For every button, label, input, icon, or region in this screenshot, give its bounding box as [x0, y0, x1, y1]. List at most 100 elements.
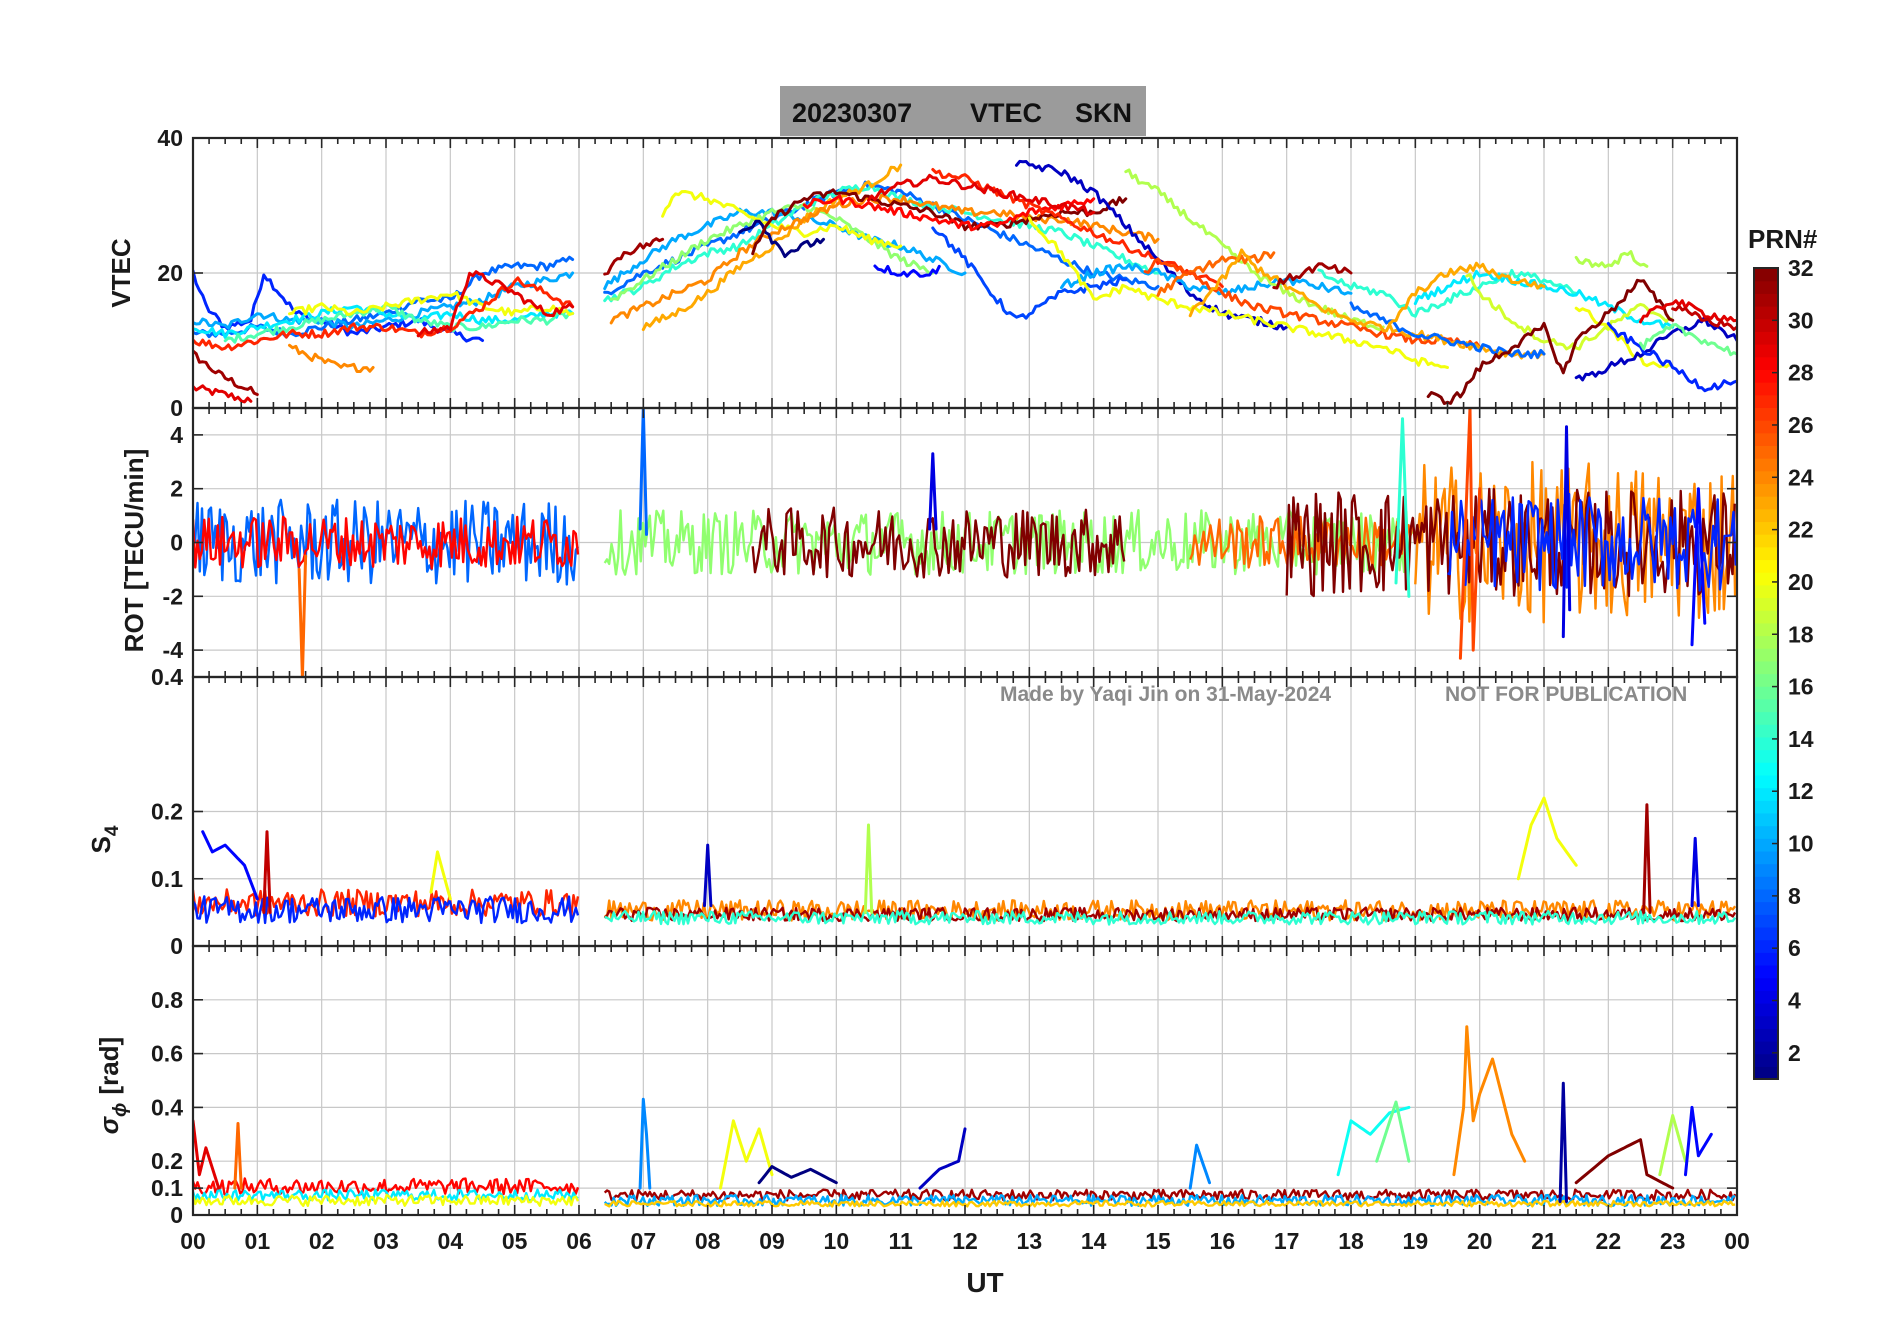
- ylabel-s4: S4: [86, 825, 123, 853]
- series-line: [1394, 417, 1411, 598]
- series-line: [201, 830, 259, 901]
- series-line: [603, 182, 1160, 303]
- panel-sigma_phi-data: [193, 1025, 1737, 1208]
- ytick-label: 0.2: [151, 799, 183, 825]
- title-quantity: VTEC: [970, 98, 1042, 128]
- series-line: [233, 1122, 243, 1190]
- series-line: [1452, 1025, 1527, 1177]
- series-line: [661, 190, 903, 250]
- ytick-label: 0: [170, 933, 183, 959]
- series-line: [1561, 425, 1572, 639]
- noise-trace: [193, 1193, 580, 1208]
- series-line: [641, 163, 903, 332]
- series-line: [603, 237, 665, 276]
- series-line: [1143, 257, 1482, 349]
- xtick-label: 19: [1403, 1228, 1429, 1254]
- series-line: [703, 843, 713, 908]
- noise-trace: [193, 1188, 579, 1202]
- noise-trace: [751, 506, 1126, 579]
- series-line: [1574, 315, 1737, 382]
- series-line: [609, 202, 935, 301]
- xtick-label: 02: [309, 1228, 335, 1254]
- series-line: [1658, 1114, 1687, 1177]
- series-line: [867, 173, 1096, 216]
- xtick-label: 11: [889, 1228, 914, 1254]
- watermark-notice: NOT FOR PUBLICATION: [1445, 683, 1687, 706]
- ytick-label: 0: [170, 530, 183, 556]
- series-line: [1606, 322, 1737, 393]
- series-line: [719, 1119, 774, 1190]
- colorbar-tick-label: 20: [1788, 569, 1814, 595]
- series-line: [1574, 1138, 1675, 1190]
- title-station: SKN: [1075, 98, 1132, 128]
- xtick-label: 21: [1531, 1228, 1557, 1254]
- colorbar-tick-label: 2: [1788, 1040, 1801, 1066]
- ytick-label: 0.4: [151, 664, 183, 690]
- series-line: [863, 823, 874, 914]
- colorbar-tick-label: 6: [1788, 935, 1801, 961]
- series-line: [1574, 306, 1675, 369]
- series-line: [802, 194, 1096, 232]
- series-line: [931, 226, 1128, 320]
- noise-trace: [603, 899, 1737, 922]
- ytick-label: 0.1: [151, 1175, 183, 1201]
- noise-trace: [603, 509, 1414, 576]
- chart-title: 20230307 VTEC SKN: [780, 86, 1146, 136]
- ytick-label: -4: [163, 637, 184, 663]
- ytick-label: 40: [157, 125, 183, 151]
- ytick-label: 4: [170, 422, 183, 448]
- series-line: [603, 207, 967, 291]
- series-line: [1558, 1081, 1568, 1203]
- xtick-label: 10: [824, 1228, 850, 1254]
- ytick-label: 0.1: [151, 866, 183, 892]
- title-date: 20230307: [792, 98, 912, 128]
- ylabel-rot: ROT [TECU/min]: [119, 449, 149, 653]
- xtick-label: 15: [1145, 1228, 1171, 1254]
- series-line: [1272, 262, 1353, 290]
- xtick-label: 00: [180, 1228, 206, 1254]
- series-line: [193, 384, 253, 404]
- panel-vtec-data: [193, 159, 1737, 405]
- series-line: [638, 1097, 652, 1190]
- series-line: [738, 219, 825, 259]
- watermark-made-by: Made by Yaqi Jin on 31-May-2024: [1000, 683, 1331, 706]
- series-line: [429, 850, 452, 901]
- series-line: [288, 343, 375, 373]
- series-line: [1188, 248, 1546, 360]
- series-line: [1375, 1100, 1411, 1163]
- series-line: [1642, 803, 1652, 914]
- ytick-label: 0.6: [151, 1041, 183, 1067]
- colorbar-tick-label: 22: [1788, 517, 1814, 543]
- noise-trace: [193, 895, 580, 925]
- ytick-label: -2: [163, 583, 183, 609]
- noise-trace: [193, 1177, 580, 1196]
- xtick-label: 23: [1660, 1228, 1686, 1254]
- noise-trace: [604, 909, 1737, 926]
- series-line: [193, 349, 259, 396]
- panel-rot-data: [193, 408, 1737, 677]
- ytick-label: 0: [170, 395, 183, 421]
- colorbar-tick-label: 30: [1788, 307, 1814, 333]
- ytick-label: 2: [170, 476, 183, 502]
- colorbar-tick-label: 14: [1788, 726, 1814, 752]
- xtick-label: 17: [1274, 1228, 1300, 1254]
- ytick-label: 0.8: [151, 987, 183, 1013]
- series-line: [1458, 408, 1482, 660]
- series-line: [1027, 216, 1449, 369]
- ytick-label: 20: [157, 260, 183, 286]
- series-line: [223, 302, 575, 344]
- series-line: [1690, 836, 1700, 908]
- series-line: [757, 1165, 838, 1185]
- xtick-label: 12: [952, 1228, 978, 1254]
- series-line: [1349, 301, 1546, 360]
- xtick-label: 16: [1210, 1228, 1236, 1254]
- series-line: [262, 830, 272, 914]
- ytick-label: 0.4: [151, 1094, 183, 1120]
- colorbar-tick-label: 8: [1788, 883, 1801, 909]
- noise-trace: [193, 515, 580, 571]
- xtick-label: 18: [1338, 1228, 1364, 1254]
- series-line: [1413, 269, 1675, 329]
- series-line: [1574, 250, 1649, 269]
- xtick-label: 04: [438, 1228, 464, 1254]
